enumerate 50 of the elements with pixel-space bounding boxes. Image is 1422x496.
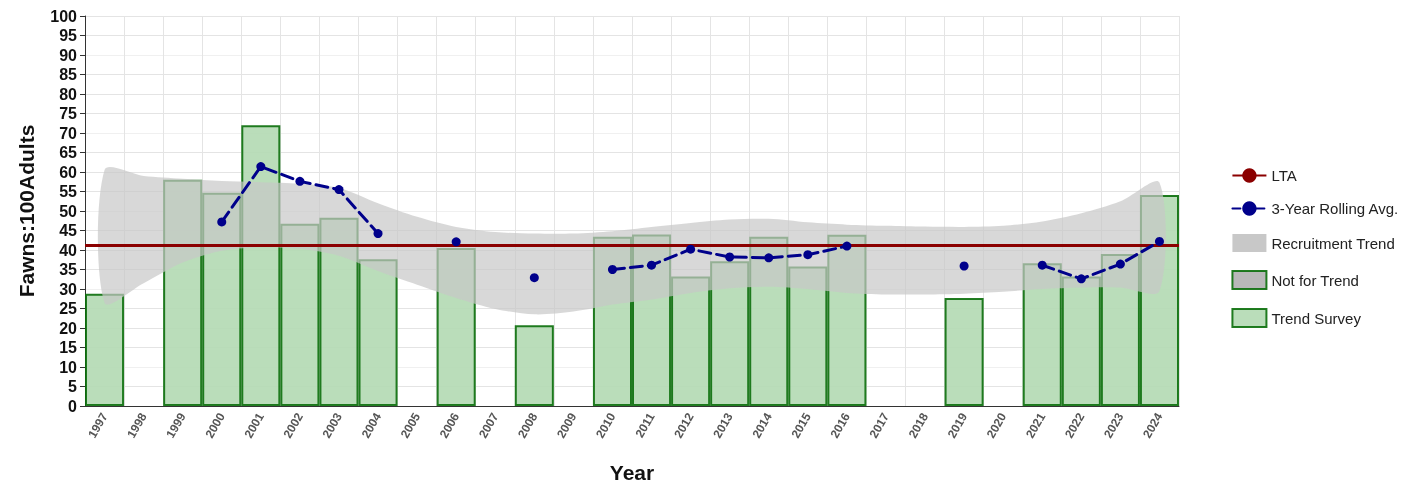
y-tick-label: 85 [59,66,78,83]
legend-label: Not for Trend [1271,271,1359,289]
y-tick-label: 55 [59,183,78,200]
bar [514,325,554,406]
y-tick-label: 0 [68,397,78,415]
y-tick-label: 30 [59,280,78,298]
point [1154,236,1164,246]
point [295,176,305,186]
legend-label: Recruitment Trend [1271,234,1395,252]
y-tick-label: 70 [59,124,78,142]
y-tick-label: 15 [59,339,78,356]
y-tick-label: 45 [59,222,78,239]
point [764,253,774,263]
y-tick-label: 60 [59,163,78,181]
legend-label: LTA [1271,167,1297,184]
point [647,260,657,270]
point [451,237,461,247]
y-tick-label: 25 [59,300,78,317]
y-tick-label: 10 [59,358,78,376]
y-tick-label: 65 [59,144,78,161]
y-tick-label: 50 [59,202,78,220]
x-axis-title: Year [609,461,655,484]
point [686,244,696,254]
y-tick-label: 95 [59,27,78,44]
legend-label: 3-Year Rolling Avg. [1271,200,1399,217]
y-tick-label: 80 [59,85,78,103]
point [1037,260,1047,270]
y-tick-label: 90 [59,46,78,64]
y-tick-label: 40 [59,241,78,259]
point [529,273,539,283]
legend-label: Trend Survey [1271,309,1362,327]
y-axis-title: Fawns:100Adults [15,124,38,298]
y-tick-label: 5 [68,378,78,395]
y-tick-label: 100 [50,7,78,25]
point [256,162,266,172]
point [373,229,383,239]
point [607,265,617,274]
point [217,217,227,227]
point [725,252,735,262]
point [959,261,969,271]
bar [944,297,984,406]
y-tick-label: 20 [59,319,78,337]
point [1115,259,1125,269]
point [334,185,344,195]
point [842,241,852,251]
y-tick-label: 35 [59,261,78,278]
y-tick-label: 75 [59,105,78,122]
point [1076,274,1086,284]
bar [85,293,125,406]
point [803,250,813,260]
